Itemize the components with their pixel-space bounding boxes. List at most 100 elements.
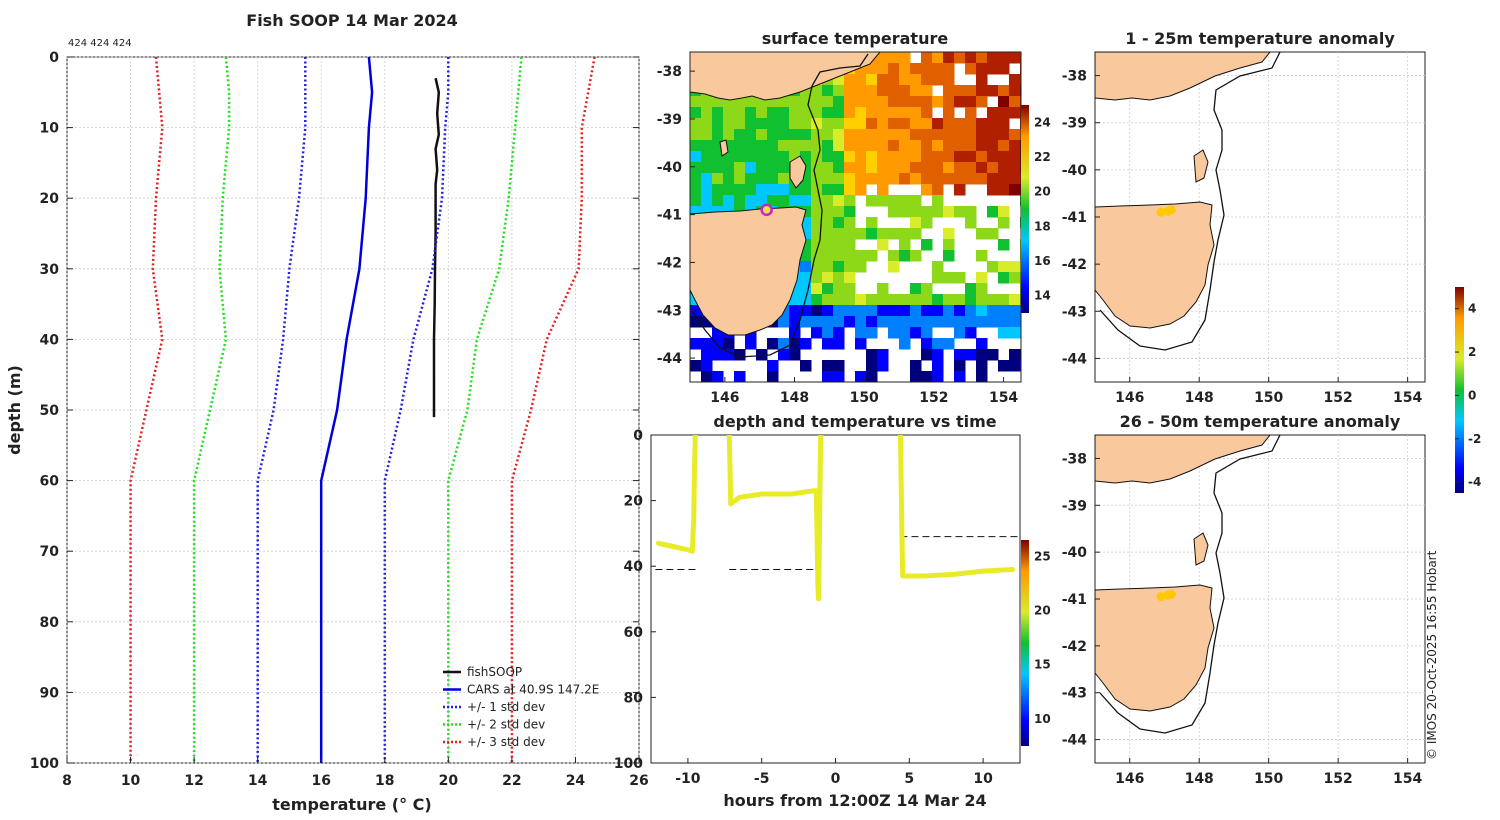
sst-cell (921, 162, 933, 174)
sst-cell (877, 173, 889, 185)
sst-cell (844, 305, 856, 317)
sst-cell (822, 162, 834, 174)
sst-cell (822, 85, 834, 97)
sst-cell (701, 129, 713, 141)
map-y-tick-label: -41 (1062, 210, 1087, 226)
sst-cell (1009, 96, 1021, 108)
sst-cell (822, 360, 834, 372)
sst-cell (866, 74, 878, 86)
sst-cell (910, 305, 922, 317)
sst-cell (1009, 360, 1021, 372)
sst-cell (943, 107, 955, 119)
sst-cell (910, 217, 922, 229)
sst-cell (954, 162, 966, 174)
sst-cell (712, 327, 724, 339)
map-y-tick-label: -43 (1062, 304, 1087, 320)
sst-cell (921, 63, 933, 75)
sst-cell (965, 129, 977, 141)
sst-cell (734, 162, 746, 174)
sst-cell (866, 140, 878, 152)
profile-legend: fishSOOP CARS at 40.9S 147.2E +/- 1 std de… (443, 665, 599, 749)
anom1-contour (1099, 52, 1281, 351)
sst-cell (965, 96, 977, 108)
sst-cell (800, 184, 812, 196)
sst-cell (789, 316, 801, 328)
sst-cell (987, 316, 999, 328)
sst-cell (745, 162, 757, 174)
profile-x-tick-label: 16 (311, 773, 330, 789)
sst-cell (690, 162, 702, 174)
sst-cell (998, 96, 1010, 108)
anomaly-colorbar-ticks: 4 2 0 -2 -4 (1455, 302, 1481, 489)
sst-cell (833, 217, 845, 229)
sst-cell (932, 96, 944, 108)
sst-cell (976, 349, 988, 361)
sst-cell (954, 173, 966, 185)
sst-cell (866, 96, 878, 108)
sst-cell (888, 162, 900, 174)
sst-cell (888, 151, 900, 163)
profile-x-tick-label: 12 (184, 773, 203, 789)
sst-cell (844, 316, 856, 328)
sst-cell (899, 107, 911, 119)
profile-x-tick-label: 26 (629, 773, 648, 789)
sst-cell (976, 74, 988, 86)
sst-cell (811, 250, 823, 262)
sst-cell (822, 151, 834, 163)
sst-cell (921, 173, 933, 185)
sst-cell (800, 283, 812, 295)
sst-cell (690, 118, 702, 130)
sst-cell (734, 129, 746, 141)
sst-cell (877, 85, 889, 97)
map-y-tick-label: -40 (1062, 163, 1088, 179)
sst-cell (723, 107, 735, 119)
sst-cell (910, 206, 922, 218)
sst-cell (943, 294, 955, 306)
map-x-tick-label: 150 (1254, 390, 1283, 406)
sst-cell (910, 63, 922, 75)
sst-cell (976, 96, 988, 108)
sst-cell (921, 107, 933, 119)
sst-cell (987, 52, 999, 64)
sst-cell (745, 118, 757, 130)
sst-cell (899, 74, 911, 86)
timeseries-axes (650, 434, 1021, 764)
map-y-tick-label: -41 (657, 208, 682, 224)
timeseries-title: depth and temperature vs time (713, 412, 996, 431)
sst-cell (910, 173, 922, 185)
anom2-points (1156, 589, 1176, 602)
sst-cell (723, 184, 735, 196)
anomaly-colorbar-tick-label: -2 (1468, 432, 1481, 446)
sst-colorbar-tick-label: 18 (1034, 219, 1051, 233)
sst-cell (965, 107, 977, 119)
legend-label: fishSOOP (467, 665, 522, 679)
sst-cell (921, 118, 933, 130)
sst-cell (822, 239, 834, 251)
sst-cell (954, 316, 966, 328)
sst-cell (811, 118, 823, 130)
sst-cell (690, 206, 702, 218)
sst-cell (998, 52, 1010, 64)
sst-cell (811, 107, 823, 119)
sst-cell (877, 140, 889, 152)
profile-y-tick-label: 80 (40, 615, 60, 631)
sst-cell (965, 349, 977, 361)
sst-cell (855, 140, 867, 152)
sst-cell (756, 129, 768, 141)
anomaly-colorbar-tick-label: 4 (1468, 302, 1476, 316)
sst-cell (877, 195, 889, 207)
sst-cell (712, 129, 724, 141)
map-y-tick-label: -38 (1062, 451, 1087, 467)
sst-cell (921, 305, 933, 317)
sst-cell (965, 316, 977, 328)
sst-cell (888, 294, 900, 306)
sst-cell (690, 184, 702, 196)
sst-cell (1009, 316, 1021, 328)
sst-cell (976, 360, 988, 372)
sst-cell (734, 184, 746, 196)
anom1-land-tasmania (1095, 201, 1215, 329)
sst-cell (965, 151, 977, 163)
sst-cell (888, 140, 900, 152)
sst-cell (954, 371, 966, 382)
sst-cell (976, 173, 988, 185)
